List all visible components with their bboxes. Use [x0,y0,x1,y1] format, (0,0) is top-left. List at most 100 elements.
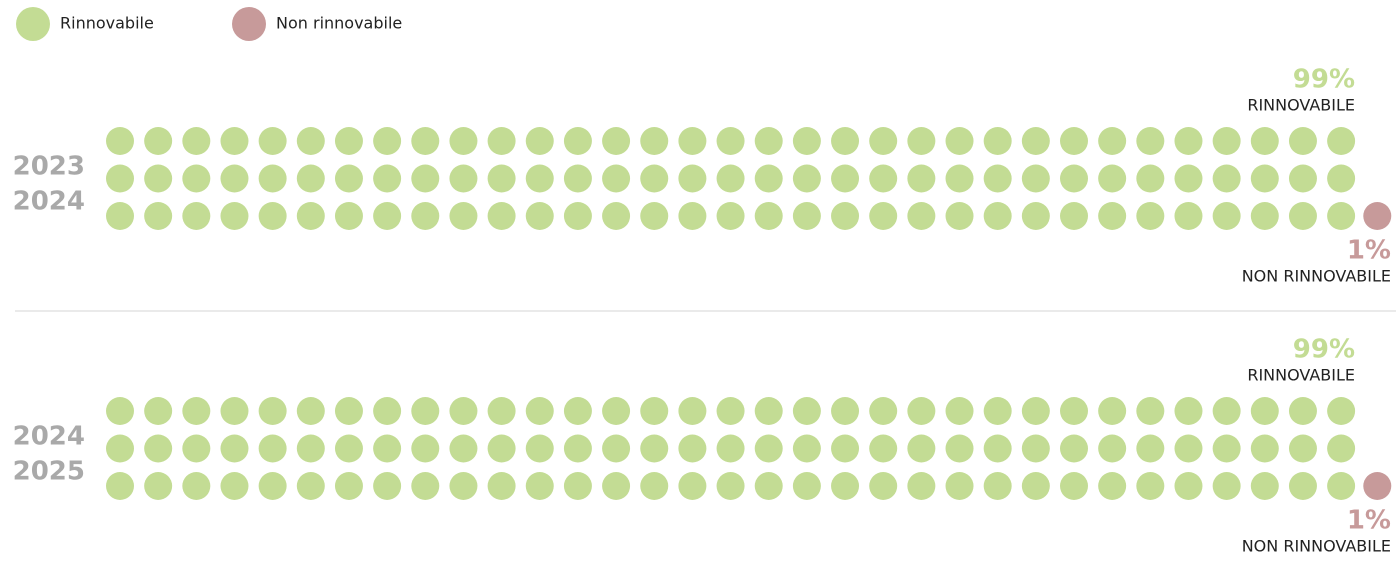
dot [563,164,592,193]
dot [678,164,707,193]
dot [220,397,249,425]
dot [907,397,936,425]
dot [525,202,554,230]
dot [945,164,974,193]
dot [449,434,478,463]
dot [1250,472,1279,500]
dot [1250,164,1279,193]
dot [296,164,325,193]
dot [869,472,898,500]
dot [411,434,440,463]
dot [487,164,516,193]
dot [220,472,249,500]
dot [182,472,211,500]
dot [983,397,1012,425]
dot [1098,164,1127,193]
dot [296,127,325,155]
dot [525,434,554,463]
dot [1288,202,1317,230]
dot [716,127,745,155]
dot [1327,202,1356,230]
dot [296,472,325,500]
dot [525,127,554,155]
dot [563,397,592,425]
dot [1212,434,1241,463]
dot [144,202,173,230]
dot [182,397,211,425]
period-label: 2023 [13,152,85,182]
dot [258,127,287,155]
dot [334,164,363,193]
dot [1021,472,1050,500]
dot [754,472,783,500]
dot [106,472,134,500]
dot [373,202,402,230]
dot [334,202,363,230]
dot [792,164,821,193]
dot [1060,164,1088,193]
dot [334,472,363,500]
dot [563,127,592,155]
legend-swatch [232,7,266,41]
dot [1174,434,1203,463]
dot [1060,434,1088,463]
dot [106,202,134,230]
dot [945,127,974,155]
caption: RINNOVABILE [1247,366,1355,385]
dot [258,434,287,463]
dot [220,164,249,193]
dot [334,127,363,155]
dot [640,127,669,155]
dot [1174,397,1203,425]
dot [716,164,745,193]
dot [1363,472,1392,500]
dot [182,164,211,193]
dot [983,202,1012,230]
dot [487,202,516,230]
dot [678,127,707,155]
dot [716,397,745,425]
dot [1136,434,1165,463]
dot [678,202,707,230]
dot [525,472,554,500]
dot [831,202,860,230]
dot [449,397,478,425]
dot [1098,472,1127,500]
dot [945,434,974,463]
dot [602,434,631,463]
dot [1060,397,1088,425]
dot [1327,397,1356,425]
dot [411,202,440,230]
dot [754,434,783,463]
dot [1363,202,1392,230]
dot [220,202,249,230]
dot [106,164,134,193]
dot [373,164,402,193]
dot [907,127,936,155]
dot [602,472,631,500]
dot [296,202,325,230]
dot [983,127,1012,155]
dot [754,202,783,230]
value-label: 1% [1347,236,1391,266]
dot [258,202,287,230]
dot [1327,127,1356,155]
dot [1212,397,1241,425]
dot [1136,127,1165,155]
value-label: 99% [1293,65,1355,95]
dot [983,472,1012,500]
legend-swatch [16,7,50,41]
dot [411,397,440,425]
dot [602,127,631,155]
dot [945,472,974,500]
dot [754,164,783,193]
dot [602,202,631,230]
dot [258,472,287,500]
dot [640,164,669,193]
value-label: 99% [1293,335,1355,365]
dot [1021,202,1050,230]
dot [373,434,402,463]
dot [1212,202,1241,230]
dot [487,472,516,500]
dot [869,434,898,463]
